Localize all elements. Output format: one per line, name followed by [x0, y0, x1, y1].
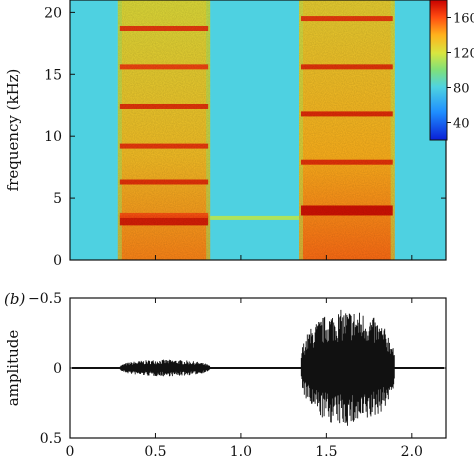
colorbar: 40 80 120 160: [429, 0, 474, 141]
waveform-trace: [72, 309, 444, 426]
waveform-burst-2: [300, 309, 395, 426]
x-tick-label: 1.5: [315, 444, 337, 460]
x-tick-label: 1.0: [230, 444, 252, 460]
bridge-tone: [210, 215, 300, 220]
spec-y-tick-label: 10: [44, 129, 62, 145]
panel-b-label: (b): [4, 290, 25, 308]
spectrogram-y-ticks: 0 5 10 15 20: [44, 5, 446, 269]
x-tick-label: 2.0: [401, 444, 423, 460]
waveform-y-ticks: −0.5 0 0.5: [28, 291, 446, 447]
spec-y-tick-label: 0: [53, 253, 62, 269]
colorbar-gradient: [429, 0, 448, 141]
spectrogram-image: [70, 0, 446, 260]
spectrogram-panel: 0 5 10 15 20 frequency (kHz): [4, 0, 447, 269]
x-tick-label: 0.5: [144, 444, 166, 460]
waveform-panel: (b) −0.500.5 0 0.5 1.0 1.5 2.0 amplitude: [4, 290, 447, 460]
segment-noise: [299, 0, 395, 260]
segment-noise: [117, 0, 211, 260]
spec-y-tick-label: 20: [44, 5, 62, 21]
spec-y-tick-label: 5: [53, 191, 62, 207]
colorbar-tick-label: 80: [453, 82, 470, 97]
colorbar-tick-label: 40: [453, 117, 470, 132]
colorbar-tick-label: 160: [453, 12, 474, 27]
spec-y-tick-label: 15: [44, 67, 62, 83]
amp-y-tick-label: 0.5: [40, 431, 62, 447]
spectrogram-y-axis-title: frequency (kHz): [4, 69, 22, 192]
x-tick-label: 0: [66, 444, 75, 460]
amp-y-tick-label: 0: [53, 361, 62, 377]
spectrogram-x-ticks: [69, 255, 413, 260]
colorbar-tick-label: 120: [453, 47, 474, 62]
colorbar-ticks: 40 80 120 160: [447, 12, 474, 132]
amp-y-tick-label: −0.5: [28, 291, 62, 307]
waveform-y-axis-title: amplitude: [4, 330, 22, 407]
waveform-burst-1: [119, 359, 211, 377]
waveform-x-ticks: 0 0.5 1.0 1.5 2.0: [66, 298, 423, 460]
